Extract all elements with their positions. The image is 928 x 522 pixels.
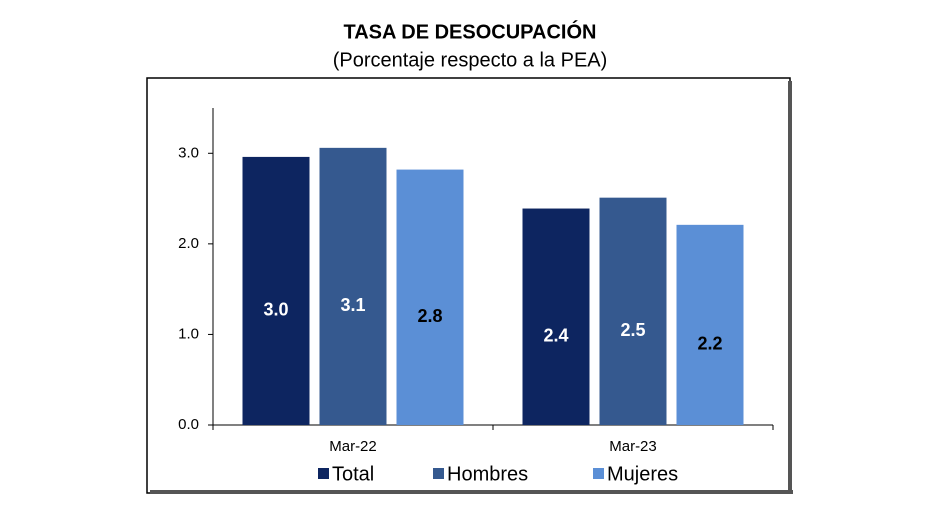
data-label: 3.1: [340, 295, 365, 315]
legend-label: Total: [332, 463, 374, 485]
data-label: 2.8: [417, 306, 442, 326]
bar: [396, 169, 464, 425]
bar: [319, 147, 387, 425]
chart-subtitle: (Porcentaje respecto a la PEA): [333, 49, 608, 71]
legend-swatch: [318, 468, 329, 479]
bar: [242, 156, 310, 425]
y-tick-label: 0.0: [178, 416, 199, 433]
chart-title: TASA DE DESOCUPACIÓN: [344, 19, 597, 43]
data-label: 3.0: [263, 300, 288, 320]
y-tick-label: 1.0: [178, 325, 199, 342]
frame-shadow: [788, 81, 792, 494]
bar: [599, 197, 667, 425]
legend-label: Hombres: [447, 463, 528, 485]
data-label: 2.5: [620, 320, 645, 340]
legend-swatch: [433, 468, 444, 479]
x-tick-label: Mar-23: [609, 438, 657, 455]
bar: [676, 224, 744, 425]
bar: [522, 208, 590, 425]
legend-swatch: [593, 468, 604, 479]
legend-label: Mujeres: [607, 463, 678, 485]
data-label: 2.4: [543, 326, 568, 346]
frame-shadow: [150, 490, 793, 494]
x-tick-label: Mar-22: [329, 438, 377, 455]
y-tick-label: 2.0: [178, 235, 199, 252]
data-label: 2.2: [697, 334, 722, 354]
y-tick-label: 3.0: [178, 144, 199, 161]
